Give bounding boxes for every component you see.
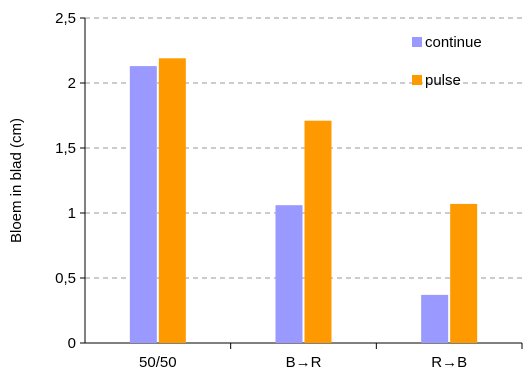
y-tick-label: 1,5 [55,140,76,157]
legend-swatch-pulse [412,75,422,85]
x-tick-label: 50/50 [139,354,177,371]
bar-pulse-0 [158,58,186,344]
bar-continue-1 [275,205,303,343]
y-tick-label: 0,5 [55,270,76,287]
y-tick-label: 1 [68,205,76,222]
x-tick-label: R→B [431,354,467,371]
axes [84,18,522,344]
y-tick-label: 2,5 [55,10,76,27]
x-tick-label: B→R [286,354,322,371]
y-ticks: 0 0,5 1 1,5 2 2,5 [55,10,85,352]
legend: continue pulse [412,34,482,89]
gridlines [85,17,522,279]
legend-swatch-continue [412,37,422,47]
y-tick-label: 0 [68,335,76,352]
y-tick-label: 2 [68,75,76,92]
bar-pulse-2 [450,203,478,343]
legend-label-pulse: pulse [425,72,461,89]
bar-continue-2 [421,294,449,343]
x-ticks: 50/50 B→R R→B [139,343,523,371]
bars [129,58,478,344]
legend-label-continue: continue [425,34,482,51]
y-axis-label: Bloem in blad (cm) [8,118,25,243]
bar-pulse-1 [304,120,332,343]
bar-continue-0 [129,66,157,343]
